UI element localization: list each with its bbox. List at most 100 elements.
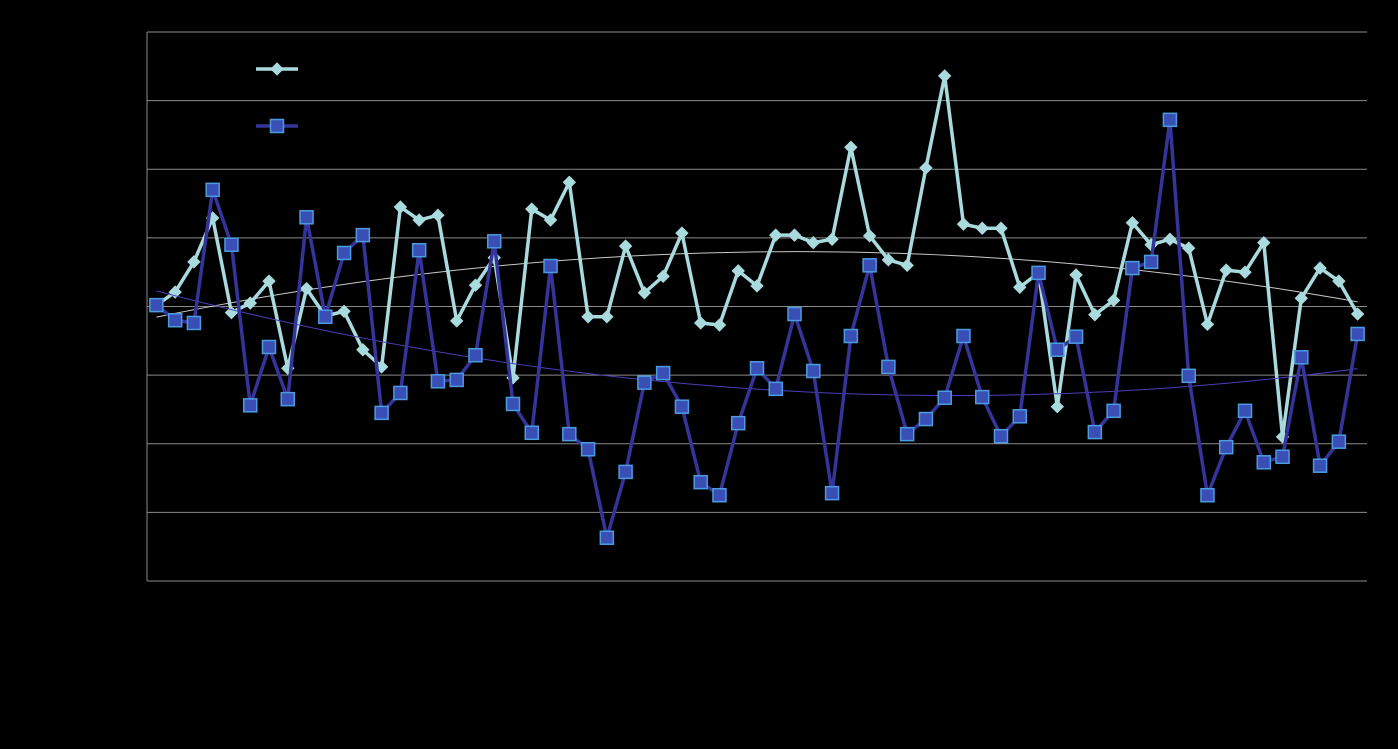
square-marker [205, 182, 220, 198]
square-marker [843, 328, 859, 344]
square-marker [1294, 350, 1309, 365]
square-marker [618, 464, 633, 480]
diamond-marker [1219, 263, 1233, 277]
square-marker [693, 474, 708, 490]
diamond-marker [919, 161, 933, 175]
diamond-marker [881, 253, 896, 267]
diamond-marker [731, 264, 745, 278]
diamond-marker [562, 175, 577, 189]
diamond-marker [862, 229, 877, 243]
series-line [155, 74, 1360, 439]
square-marker [899, 426, 915, 442]
diamond-marker [994, 221, 1008, 235]
diamond-marker [769, 228, 783, 242]
square-marker [956, 328, 971, 344]
square-marker [993, 428, 1009, 444]
square-marker [374, 405, 389, 421]
square-marker [299, 210, 314, 225]
square-marker [824, 485, 840, 501]
diamond-marker [693, 316, 708, 330]
diamond-marker [825, 232, 839, 246]
square-marker [674, 399, 690, 414]
legend-marker [270, 62, 284, 76]
square-marker [1050, 342, 1065, 357]
diamond-marker [468, 278, 483, 292]
square-marker [242, 398, 258, 413]
square-marker [524, 425, 540, 441]
square-marker [280, 391, 296, 407]
diamond-marker [956, 217, 971, 231]
square-marker [486, 234, 502, 249]
square-marker [881, 359, 896, 375]
square-marker [806, 363, 821, 379]
diamond-marker [581, 310, 595, 324]
square-marker [505, 396, 521, 412]
diamond-marker [1294, 291, 1309, 305]
square-marker [1068, 329, 1084, 344]
square-marker [1237, 403, 1253, 419]
diamond-marker [393, 200, 408, 214]
diamond-marker [750, 279, 764, 293]
square-marker [543, 258, 558, 274]
square-marker [449, 372, 464, 388]
diamond-marker [187, 255, 201, 269]
square-marker [974, 389, 990, 405]
square-marker [655, 365, 671, 381]
diamond-marker [1069, 268, 1083, 282]
diamond-marker [975, 221, 989, 235]
square-marker [1218, 439, 1234, 455]
diamond-marker [412, 213, 426, 227]
square-marker [712, 487, 727, 503]
trend-line [156, 290, 1358, 397]
diamond-marker [1350, 307, 1365, 321]
diamond-marker [712, 318, 727, 332]
diamond-marker [1163, 232, 1177, 246]
diamond-marker [844, 140, 858, 154]
square-marker [862, 258, 877, 273]
square-marker [599, 530, 615, 546]
diamond-marker [806, 235, 821, 250]
series-line [155, 118, 1360, 540]
square-marker [1162, 112, 1178, 128]
diamond-marker [1200, 317, 1215, 332]
diamond-marker [431, 208, 445, 222]
square-marker [318, 309, 333, 325]
diamond-marker [787, 228, 802, 242]
square-marker [1106, 403, 1121, 419]
diamond-marker [900, 258, 914, 273]
diamond-marker [637, 286, 652, 300]
diamond-marker [600, 310, 614, 324]
diamond-marker [1106, 293, 1121, 308]
diamond-marker [525, 202, 539, 216]
square-marker [1331, 434, 1347, 449]
diamond-marker [1181, 241, 1196, 255]
square-marker [1031, 265, 1046, 281]
square-marker [580, 441, 596, 457]
diamond-marker [656, 269, 670, 284]
square-marker [1350, 326, 1365, 342]
diamond-marker [449, 314, 464, 328]
diamond-marker [543, 213, 558, 227]
diamond-marker [299, 281, 314, 296]
diamond-marker [937, 69, 952, 83]
square-marker [1275, 449, 1290, 465]
square-marker [468, 347, 483, 363]
diamond-marker [337, 304, 351, 319]
square-marker [637, 375, 652, 390]
diamond-marker [262, 274, 276, 288]
square-marker [768, 381, 784, 397]
diamond-marker [168, 285, 182, 299]
square-marker [730, 415, 746, 431]
diamond-marker [356, 343, 370, 357]
square-marker [224, 237, 239, 252]
legend-marker [269, 118, 285, 134]
square-marker [149, 297, 164, 313]
square-marker [787, 306, 802, 322]
square-marker [393, 385, 408, 401]
square-marker [1256, 455, 1272, 470]
diamond-marker [675, 226, 689, 240]
square-marker [167, 312, 183, 328]
square-marker [1012, 409, 1028, 424]
diamond-marker [1238, 265, 1252, 279]
